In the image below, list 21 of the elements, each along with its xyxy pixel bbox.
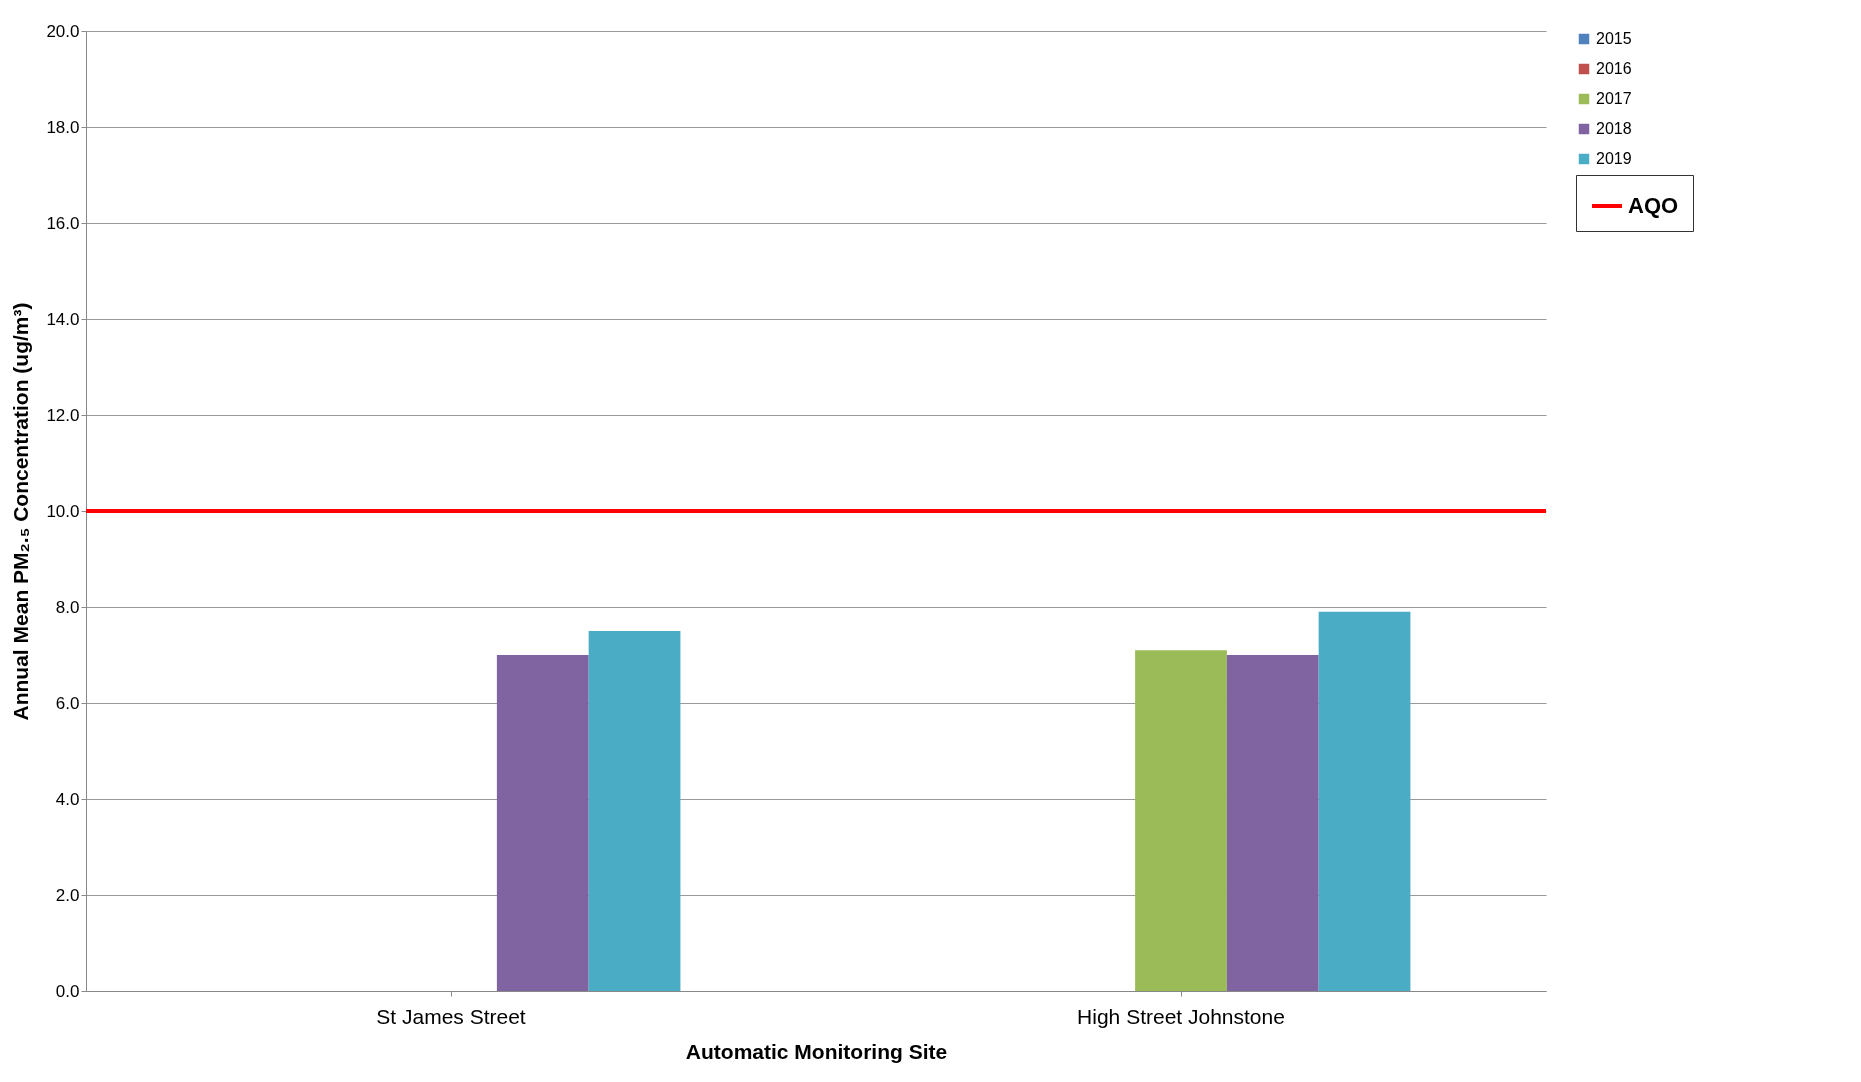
y-tick-label: 8.0 — [55, 597, 80, 617]
y-axis-title: Annual Mean PM₂.₅ Concentration (ug/m³) — [9, 302, 33, 721]
y-tick-label: 0.0 — [55, 981, 80, 1001]
y-tick-label: 10.0 — [46, 501, 80, 521]
y-tick-label: 2.0 — [55, 885, 80, 905]
y-tick-label: 12.0 — [46, 405, 80, 425]
legend-label: 2019 — [1596, 150, 1632, 167]
y-tick-label: 14.0 — [46, 309, 80, 329]
y-tick-label: 4.0 — [55, 789, 80, 809]
legend-label: 2015 — [1596, 30, 1632, 47]
legend-label: 2016 — [1596, 60, 1632, 77]
x-tick-label: High Street Johnstone — [1077, 1004, 1285, 1028]
y-tick-label: 16.0 — [46, 213, 80, 233]
legend-label: 2017 — [1596, 90, 1632, 107]
legend-label: 2018 — [1596, 120, 1632, 137]
x-axis-title: Automatic Monitoring Site — [685, 1039, 948, 1063]
y-tick-label: 6.0 — [55, 693, 80, 713]
x-tick-label: St James Street — [376, 1004, 526, 1028]
legend-label: AQO — [1628, 193, 1679, 218]
y-tick-label: 18.0 — [46, 117, 80, 137]
y-tick-label: 20.0 — [46, 21, 80, 41]
